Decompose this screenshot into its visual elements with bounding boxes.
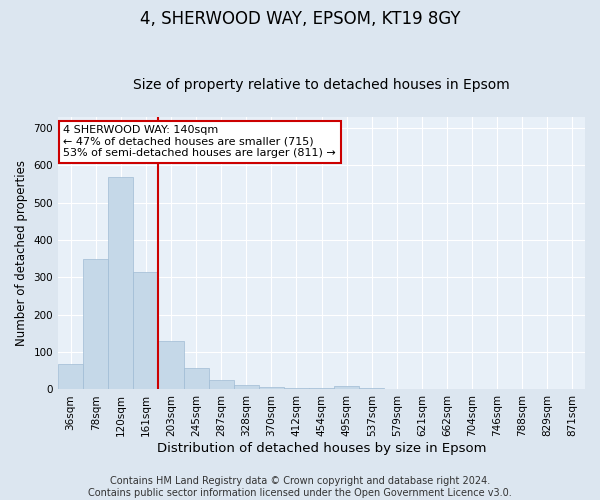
Text: 4 SHERWOOD WAY: 140sqm
← 47% of detached houses are smaller (715)
53% of semi-de: 4 SHERWOOD WAY: 140sqm ← 47% of detached… [64, 125, 336, 158]
Bar [83, 258, 108, 390]
Bar [133, 272, 158, 390]
Bar [209, 380, 233, 390]
Y-axis label: Number of detached properties: Number of detached properties [15, 160, 28, 346]
Bar [158, 341, 184, 390]
Bar [359, 388, 384, 390]
Bar [58, 364, 83, 390]
Text: 4, SHERWOOD WAY, EPSOM, KT19 8GY: 4, SHERWOOD WAY, EPSOM, KT19 8GY [140, 10, 460, 28]
X-axis label: Distribution of detached houses by size in Epsom: Distribution of detached houses by size … [157, 442, 486, 455]
Bar [259, 387, 284, 390]
Bar [334, 386, 359, 390]
Bar [384, 388, 409, 390]
Bar [309, 388, 334, 390]
Text: Contains HM Land Registry data © Crown copyright and database right 2024.
Contai: Contains HM Land Registry data © Crown c… [88, 476, 512, 498]
Title: Size of property relative to detached houses in Epsom: Size of property relative to detached ho… [133, 78, 510, 92]
Bar [233, 384, 259, 390]
Bar [184, 368, 209, 390]
Bar [108, 178, 133, 390]
Bar [284, 388, 309, 390]
